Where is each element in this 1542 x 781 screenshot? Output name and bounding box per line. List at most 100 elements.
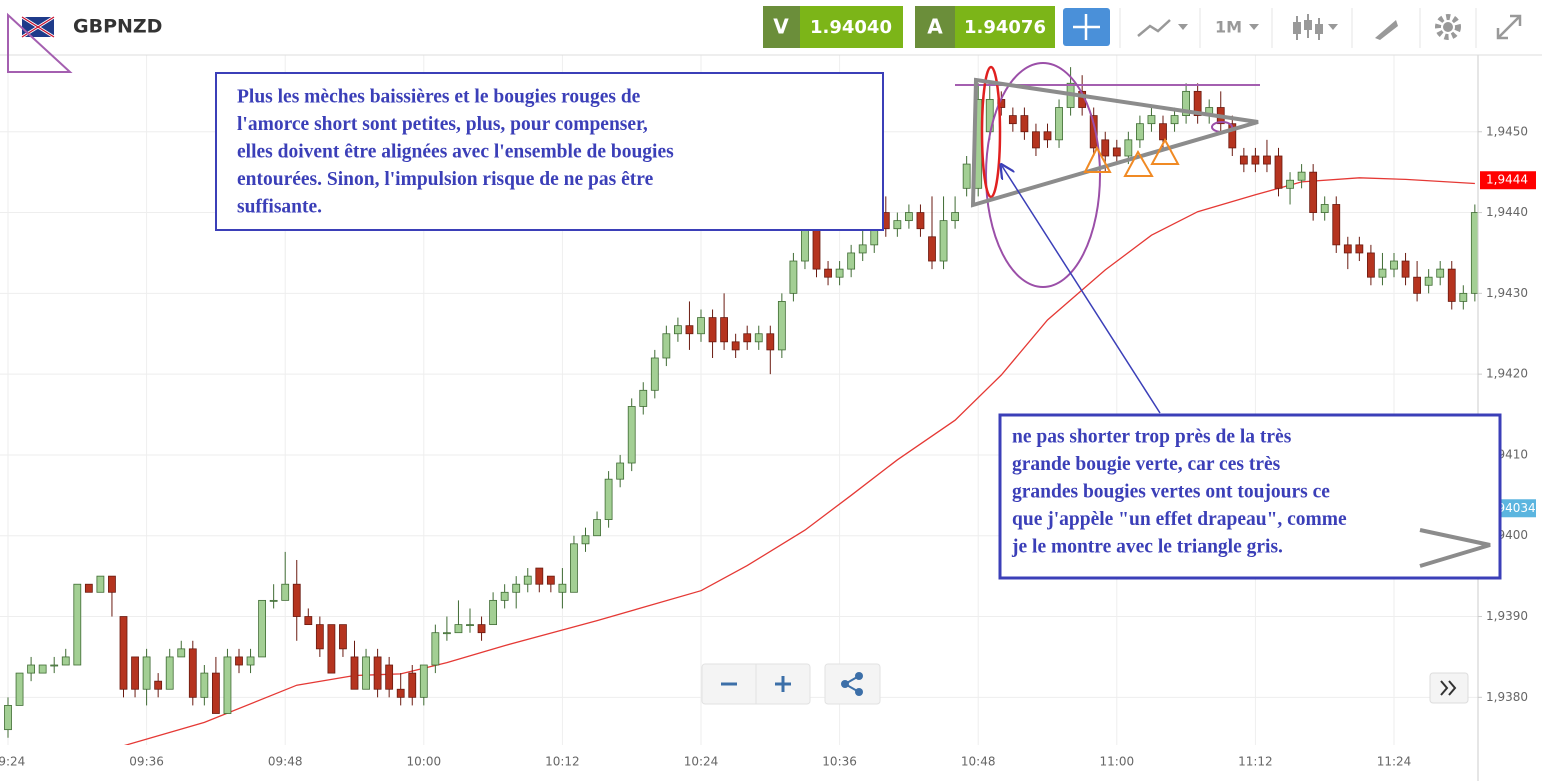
candle-body [154,680,163,690]
candle-body [327,624,336,674]
sell-price: 1.94040 [810,17,892,38]
scroll-end-icon [1440,680,1457,696]
x-tick-label: 11:00 [1100,755,1135,769]
candle-body [246,656,255,666]
candle-body [905,212,913,222]
candle-body [108,575,116,593]
share-icon [855,688,863,696]
candle-body [1032,131,1040,149]
candle-body [1320,204,1329,213]
y-tick-label: 1,9390 [1486,609,1528,623]
scroll-end-button[interactable] [1429,672,1469,704]
settings-icon[interactable] [1435,14,1461,40]
candle-body [766,333,775,351]
draw-icon[interactable] [1375,20,1398,40]
share-icon [841,680,849,688]
y-tick-label: 1,9430 [1486,286,1528,300]
candle-body [1309,171,1318,213]
candle-body [1159,123,1167,141]
candle-body [362,656,370,690]
candle-body [315,624,324,650]
x-tick-label: 09:48 [268,755,303,769]
annotation-text: Plus les mèches baissières et le bougies… [237,86,641,107]
candle-body [1332,204,1341,246]
candle-body [616,462,625,480]
annotation-text: ne pas shorter trop près de la très [1012,426,1292,447]
chart-type-icon[interactable] [1137,19,1171,37]
candle-body [1228,123,1237,149]
x-tick-label: 10:24 [684,755,719,769]
candle-body [396,688,405,698]
crosshair-icon [1073,14,1100,40]
candle-body [442,632,451,635]
annotation-ellipse [985,62,1101,288]
annotation-box [998,413,1502,580]
x-tick-label: 10:00 [407,755,442,769]
fullscreen-icon[interactable] [1496,14,1522,40]
candle-body [627,406,636,464]
candle-body [512,583,521,593]
annotation-text: suffisante. [237,196,322,217]
candle-body [1297,171,1306,181]
candle-body [951,212,959,222]
buy-price-box[interactable] [955,6,1055,48]
annotation-triangle [7,12,73,73]
candle-body [1193,90,1202,116]
candle-body [408,672,417,698]
share-button[interactable] [824,663,881,705]
buy-button[interactable] [915,6,955,48]
candle-body [1424,276,1433,286]
candle-body [61,656,70,666]
annotation-arrow [1002,166,1161,414]
x-tick-label: 09:36 [129,755,164,769]
candle-body [1470,212,1478,294]
y-tick-label: 1,9450 [1486,124,1528,138]
candle-body [962,163,971,189]
buy-price: 1.94076 [964,17,1046,38]
x-tick-label: 11:24 [1377,755,1412,769]
candle-body [4,705,12,731]
candle-body [1436,268,1445,278]
candle-body [662,333,671,359]
candle-body [1239,155,1248,165]
candle-body [258,599,267,658]
candle-body [304,616,313,626]
candle-body [38,664,47,674]
candle-body [1008,115,1017,125]
sell-letter: V [773,15,789,39]
candle-body [235,656,243,666]
candle-body [1089,115,1098,149]
candle-body [373,656,382,690]
candle-body [489,599,498,626]
candle-body [188,648,197,698]
zoom-in-button[interactable] [775,676,791,692]
candle-body [350,656,359,690]
candle-body [119,616,128,690]
annotation-text: entourées. Sinon, l'impulsion risque de … [237,169,654,190]
candle-body [835,268,844,278]
candle-body [1251,155,1260,165]
candle-body [466,624,474,627]
candle-body [570,543,578,593]
candle-body [454,624,463,634]
candle-body [546,575,555,585]
candle-body [858,244,867,254]
annotation-triangle [1419,528,1491,568]
sell-price-box[interactable] [800,6,903,48]
dropdown-arrow [1249,24,1259,30]
candle-body [916,212,925,230]
period[interactable]: 1M [1215,18,1242,37]
settings-icon [1443,22,1453,32]
candle-body [1355,244,1364,254]
sell-button[interactable] [763,6,800,48]
buy-letter: A [927,15,943,39]
candle-body [685,325,694,335]
candles-icon [1293,20,1323,34]
candle-body [697,317,705,335]
candle-body [1136,123,1144,141]
candle-body [339,624,347,650]
candle-body [731,341,740,351]
annotation-text: je le montre avec le triangle gris. [1011,536,1283,557]
candle-body [743,333,752,343]
